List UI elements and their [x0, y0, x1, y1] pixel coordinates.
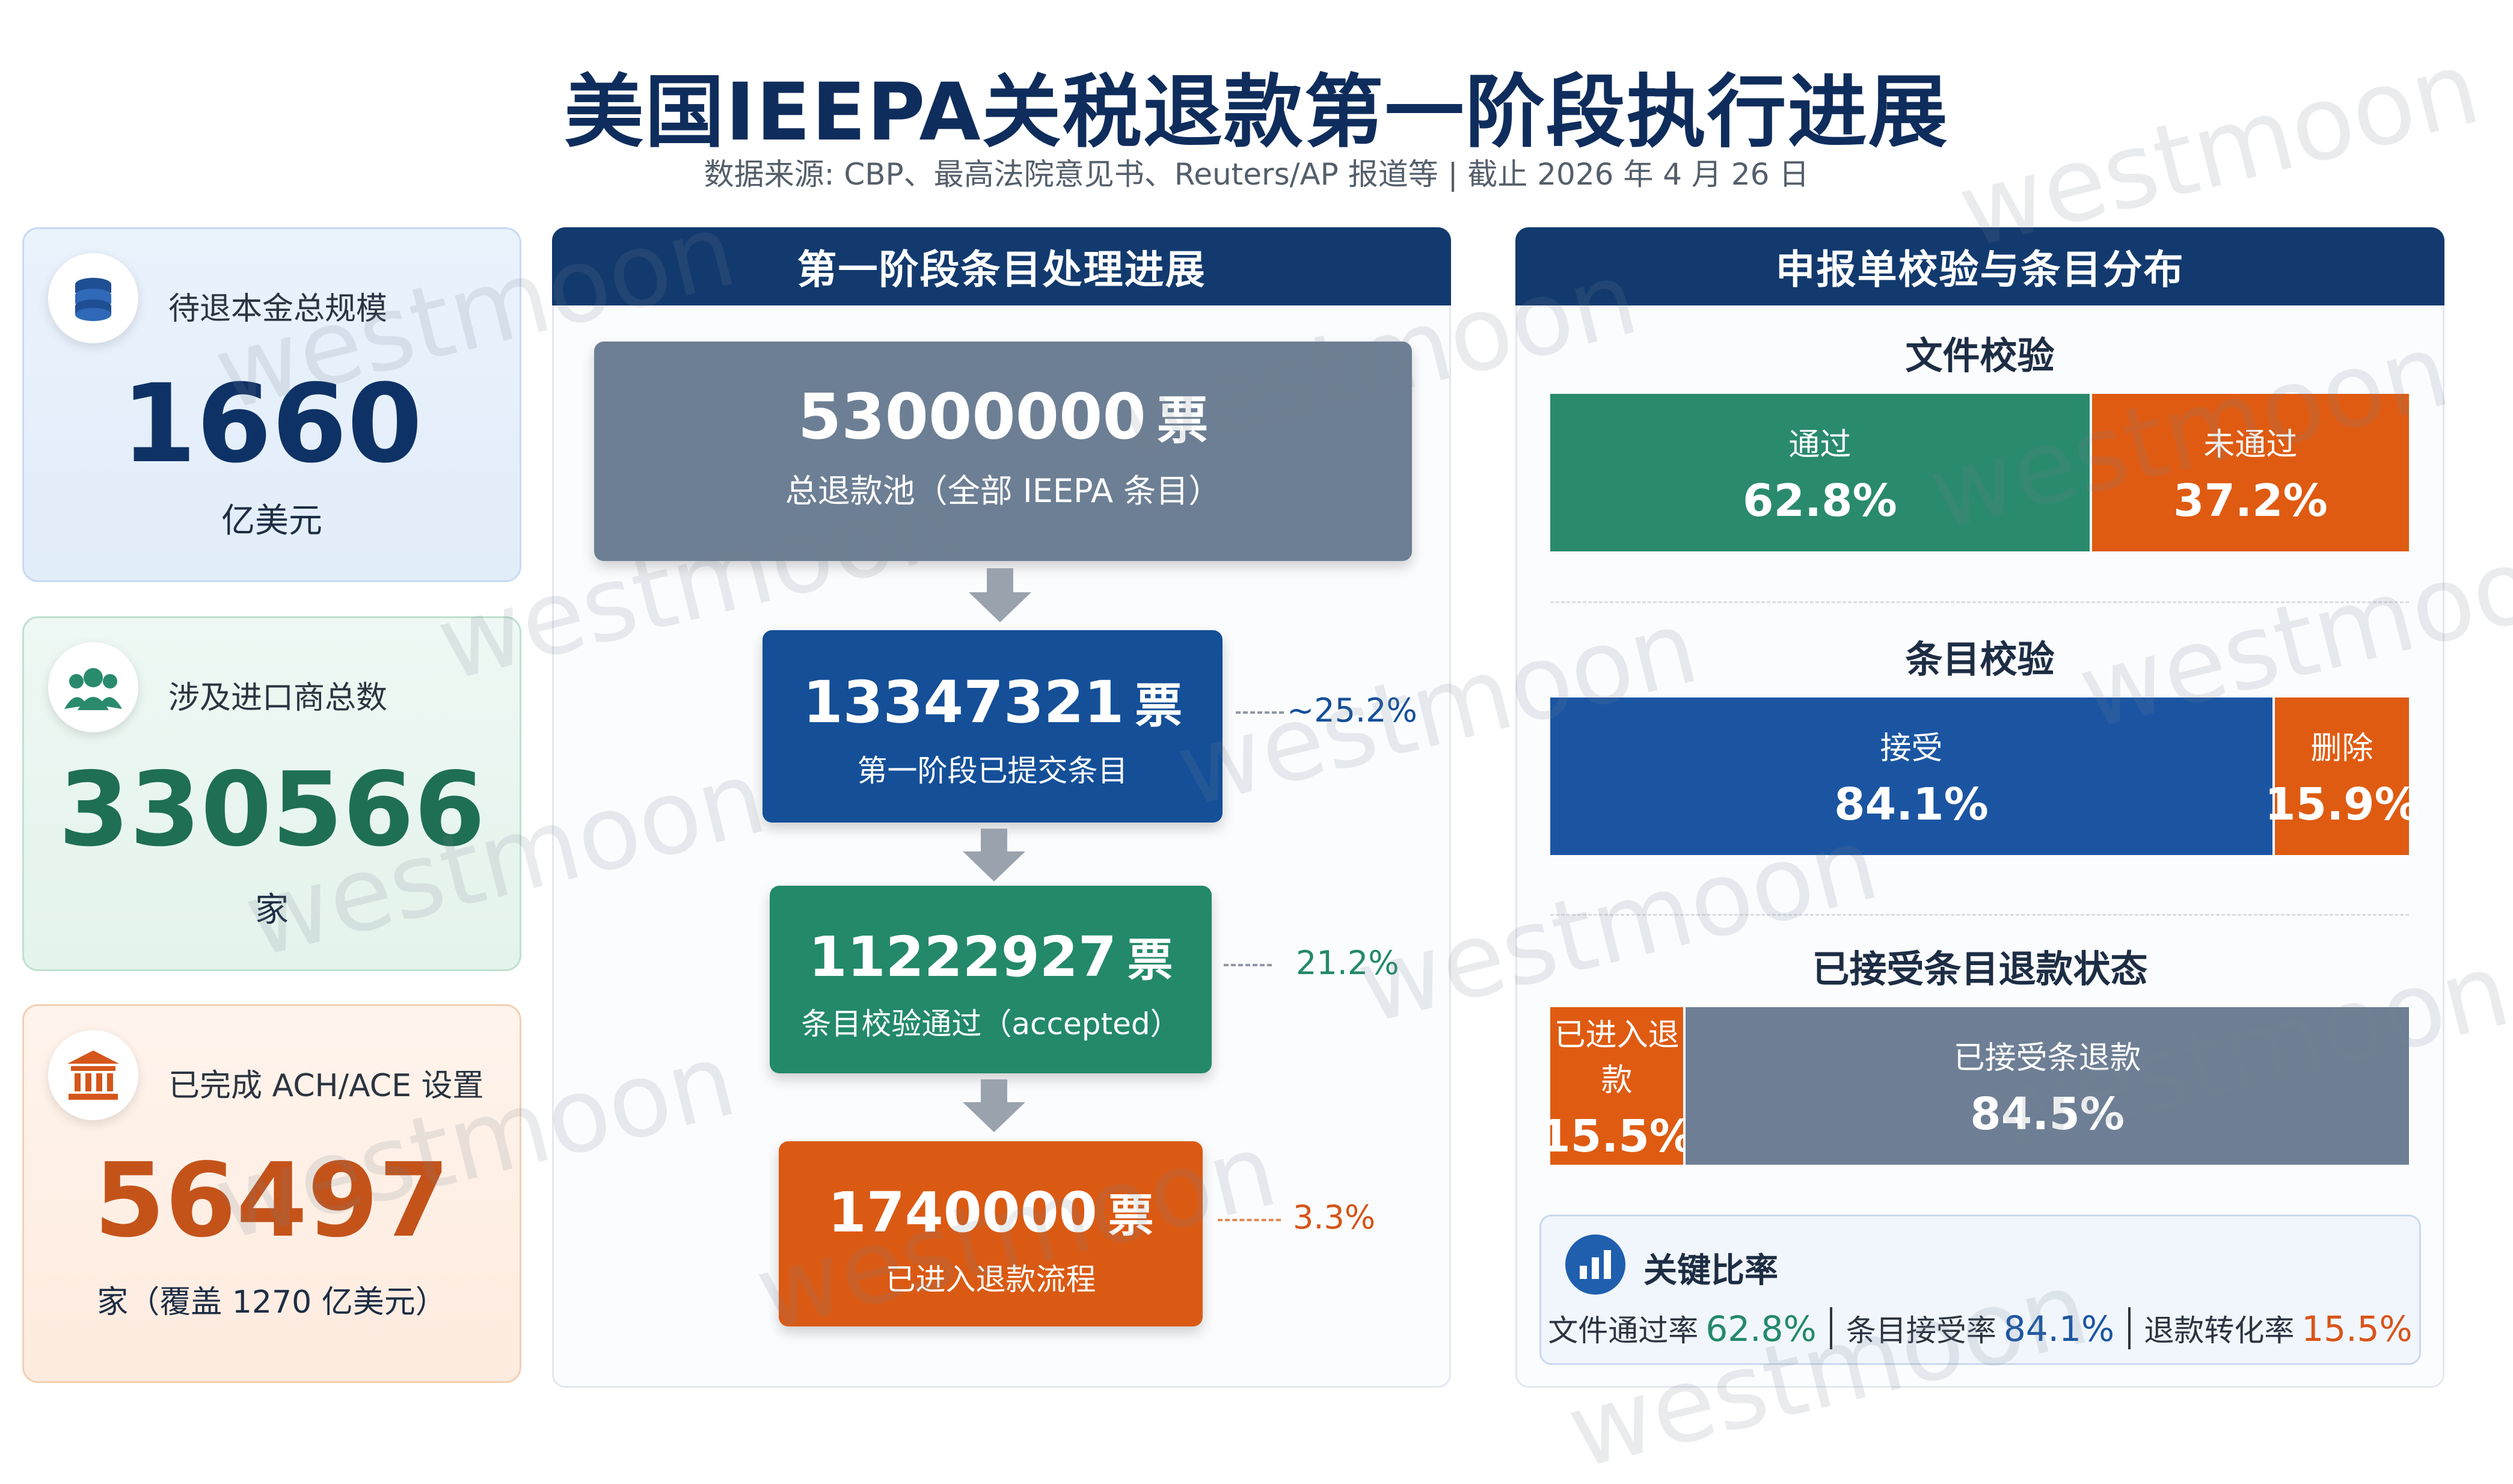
section-title-file-check: 文件校验: [1905, 334, 2055, 378]
ratio-label: 文件通过率: [1548, 1313, 1699, 1348]
flow-box-submitted: 13347321 票 第一阶段已提交条目: [762, 630, 1223, 823]
bar-segment: 通过 62.8%: [1550, 394, 2090, 551]
file-check-bar: 通过 62.8% 未通过 37.2%: [1550, 394, 2409, 551]
stat-label: 涉及进口商总数: [168, 680, 388, 716]
page-title: 美国IEEPA关税退款第一阶段执行进展: [564, 66, 1949, 159]
bar-segment-value: 15.5%: [1539, 1111, 1695, 1162]
flow-arrow-head: [969, 592, 1031, 622]
section-divider: [1550, 601, 2409, 603]
bar-segment-value: 15.9%: [2265, 778, 2419, 830]
flow-pct: ~25.2%: [1287, 691, 1417, 729]
flow-value: 13347321: [802, 669, 1125, 736]
stat-label: 待退本金总规模: [168, 291, 388, 327]
bar-segment-label: 已接受条退款: [1953, 1040, 2141, 1076]
pct-leader-line: [1224, 964, 1272, 966]
key-ratios-row: 文件通过率 62.8% 条目接受率 84.1% 退款转化率 15.5%: [1541, 1307, 2419, 1350]
bar-segment-value: 62.8%: [1743, 474, 1897, 527]
flow-arrow-head: [963, 851, 1025, 882]
flow-panel-title: 第一阶段条目处理进展: [552, 227, 1451, 305]
ratio-item: 条目接受率 84.1%: [1846, 1307, 2114, 1350]
pct-leader-line: [1236, 711, 1284, 714]
ratio-value: 84.1%: [2003, 1308, 2115, 1349]
flow-arrow: [981, 829, 1007, 851]
ratio-label: 条目接受率: [1846, 1313, 1996, 1348]
bank-icon: [48, 1030, 138, 1120]
section-title-refund-status: 已接受条目退款状态: [1812, 947, 2148, 991]
stat-card-importers: 涉及进口商总数 330566 家: [22, 616, 521, 971]
stat-unit: 家: [255, 891, 289, 930]
key-ratios-box: 关键比率 文件通过率 62.8% 条目接受率 84.1% 退款转化率 15.5%: [1539, 1215, 2421, 1365]
ratio-item: 退款转化率 15.5%: [2144, 1307, 2412, 1350]
ratio-value: 15.5%: [2301, 1308, 2413, 1349]
stat-unit: 亿美元: [221, 501, 322, 541]
pct-leader-line: [1218, 1219, 1281, 1221]
flow-arrow-head: [963, 1102, 1025, 1132]
flow-arrow: [987, 568, 1013, 592]
bar-segment: 接受 84.1%: [1550, 698, 2272, 855]
flow-arrow: [981, 1079, 1007, 1102]
coins-icon: [48, 253, 138, 343]
flow-value: 1740000: [827, 1180, 1097, 1245]
bar-segment: 未通过 37.2%: [2089, 394, 2409, 551]
flow-desc: 已进入退款流程: [885, 1262, 1096, 1297]
stat-value: 1660: [121, 361, 423, 487]
bar-segment-label: 未通过: [2203, 426, 2298, 463]
stat-unit: 家（覆盖 1270 亿美元）: [97, 1284, 447, 1320]
flow-value: 53000000: [797, 380, 1146, 453]
stat-value: 330566: [58, 750, 485, 869]
bar-segment-label: 通过: [1788, 426, 1852, 463]
key-ratios-title: 关键比率: [1643, 1251, 1778, 1290]
ratio-label: 退款转化率: [2144, 1313, 2295, 1348]
flow-pct: 21.2%: [1296, 944, 1399, 982]
section-title-entry-check: 条目校验: [1905, 637, 2055, 681]
page-subtitle: 数据来源: CBP、最高法院意见书、Reuters/AP 报道等 | 截止 20…: [704, 157, 1809, 192]
flow-desc: 第一阶段已提交条目: [857, 753, 1128, 788]
bar-segment: 已接受条退款 84.5%: [1683, 1007, 2409, 1165]
stat-card-refund-principal: 待退本金总规模 1660 亿美元: [22, 227, 521, 582]
stat-card-ach-setup: 已完成 ACH/ACE 设置 56497 家（覆盖 1270 亿美元）: [22, 1004, 521, 1383]
section-divider: [1550, 914, 2409, 916]
bar-segment-label: 删除: [2310, 730, 2373, 767]
flow-pct: 3.3%: [1293, 1198, 1376, 1236]
users-icon: [48, 642, 138, 732]
ratio-separator: [2128, 1307, 2131, 1349]
flow-desc: 条目校验通过（accepted）: [801, 1007, 1180, 1041]
bar-segment-value: 84.1%: [1834, 778, 1989, 830]
flow-box-refunding: 1740000 票 已进入退款流程: [779, 1141, 1203, 1326]
stat-label: 已完成 ACH/ACE 设置: [168, 1068, 484, 1104]
flow-box-total-pool: 53000000 票 总退款池（全部 IEEPA 条目）: [594, 342, 1412, 561]
flow-desc: 总退款池（全部 IEEPA 条目）: [785, 472, 1221, 510]
refund-status-bar: 已进入退款 15.5% 已接受条退款 84.5%: [1539, 1007, 2409, 1165]
ratio-item: 文件通过率 62.8%: [1548, 1307, 1816, 1350]
stat-value: 56497: [94, 1141, 450, 1260]
bar-segment: 已进入退款 15.5%: [1539, 1007, 1694, 1165]
bar-segment-value: 84.5%: [1970, 1088, 2125, 1140]
ratio-value: 62.8%: [1705, 1308, 1817, 1349]
flow-unit: 票: [1127, 934, 1173, 987]
flow-value: 11222927: [808, 925, 1117, 989]
bar-segment-label: 已进入退款: [1554, 1017, 1680, 1099]
flow-unit: 票: [1108, 1189, 1154, 1242]
flow-unit: 票: [1135, 678, 1183, 734]
bar-chart-icon: [1565, 1234, 1625, 1295]
bar-segment-value: 37.2%: [2173, 474, 2328, 527]
flow-box-accepted: 11222927 票 条目校验通过（accepted）: [770, 886, 1212, 1073]
entry-check-bar: 接受 84.1% 删除 15.9%: [1550, 698, 2419, 855]
distribution-panel-title: 申报单校验与条目分布: [1515, 227, 2444, 305]
bar-segment-label: 接受: [1880, 730, 1943, 767]
ratio-separator: [1830, 1307, 1833, 1349]
bar-segment: 删除 15.9%: [2265, 698, 2419, 855]
flow-unit: 票: [1156, 391, 1209, 451]
